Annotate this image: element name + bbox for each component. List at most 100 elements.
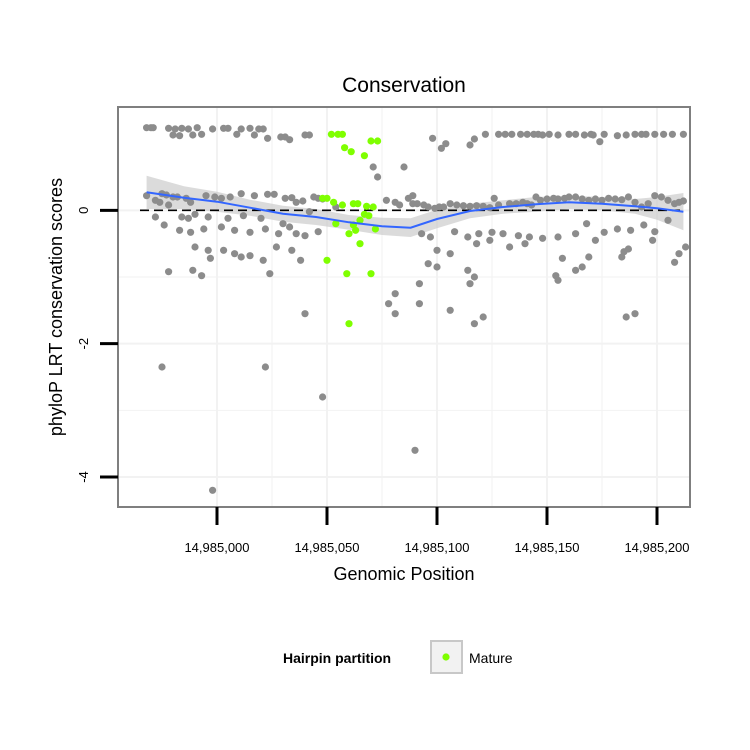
gray-point-155	[231, 226, 239, 234]
gray-point-229	[554, 276, 562, 284]
gray-point-62	[382, 196, 390, 204]
gray-point-50	[613, 132, 622, 140]
gray-point-54	[642, 130, 650, 138]
gray-point-79	[237, 190, 245, 198]
gray-point-16	[237, 125, 245, 133]
gray-point-208	[206, 254, 214, 262]
mature-point-2	[338, 130, 346, 138]
gray-point-157	[261, 225, 269, 233]
gray-point-125	[618, 196, 626, 204]
gray-point-159	[292, 230, 300, 238]
gray-point-83	[281, 194, 289, 202]
gray-point-17	[246, 124, 254, 132]
gray-point-41	[545, 130, 553, 138]
gray-point-132	[664, 196, 672, 204]
gray-point-137	[165, 201, 173, 209]
gray-point-141	[204, 213, 212, 221]
gray-point-191	[433, 246, 441, 254]
gray-point-146	[286, 223, 294, 231]
gray-point-15	[233, 130, 241, 138]
x-tick-label-0: 14,985,000	[184, 540, 249, 555]
gray-point-139	[184, 214, 192, 222]
gray-point-173	[572, 230, 580, 238]
gray-point-233	[261, 363, 269, 371]
gray-point-201	[649, 236, 657, 244]
confidence-band	[146, 175, 684, 237]
gray-point-5	[171, 125, 179, 133]
gray-point-151	[176, 226, 184, 234]
gray-point-42	[554, 131, 562, 139]
mature-point-20	[332, 220, 340, 228]
gray-point-140	[191, 210, 199, 218]
gray-point-161	[314, 228, 322, 236]
gray-point-165	[464, 233, 472, 241]
gray-point-117	[565, 193, 573, 201]
gray-point-217	[585, 253, 593, 261]
gray-point-76	[211, 193, 219, 201]
gray-point-26	[305, 131, 313, 139]
gray-point-160	[301, 232, 309, 240]
gray-point-28	[437, 144, 445, 152]
gray-point-207	[198, 272, 206, 280]
gray-point-119	[578, 195, 586, 203]
gray-point-138	[178, 213, 186, 221]
mature-point-21	[345, 230, 353, 238]
gray-point-180	[664, 216, 672, 224]
gray-point-56	[660, 130, 668, 138]
gray-point-235	[411, 446, 419, 454]
gray-point-129	[644, 200, 652, 208]
x-tick-label-2: 14,985,100	[404, 540, 469, 555]
gray-point-185	[237, 253, 245, 261]
plot-panel	[117, 106, 691, 508]
mature-point-28	[345, 320, 353, 328]
gray-point-228	[301, 310, 309, 318]
mature-point-24	[356, 240, 364, 248]
mature-point-15	[369, 203, 377, 211]
chart-title: Conservation	[342, 74, 466, 97]
gray-point-149	[151, 213, 159, 221]
gray-point-126	[624, 193, 633, 201]
gray-point-96	[440, 203, 448, 211]
mature-point-3	[341, 144, 349, 152]
gray-point-171	[539, 234, 547, 242]
gray-point-177	[627, 226, 635, 234]
x-tick-label-1: 14,985,050	[294, 540, 359, 555]
legend-label-mature: Mature	[469, 650, 513, 666]
y-axis-title: phyloP LRT conservation scores	[46, 178, 66, 436]
gray-point-219	[391, 290, 399, 298]
gray-point-74	[187, 198, 195, 206]
gray-point-131	[657, 193, 666, 201]
gray-point-158	[275, 230, 283, 238]
gray-point-91	[413, 200, 421, 208]
y-axis: 0 -2 -4	[76, 207, 118, 483]
gray-point-118	[572, 193, 580, 201]
gray-point-98	[453, 201, 461, 209]
gray-point-204	[682, 243, 690, 251]
gray-point-156	[246, 228, 254, 236]
gray-point-234	[319, 393, 327, 401]
gray-point-44	[572, 130, 580, 138]
gray-point-10	[193, 124, 201, 132]
gray-point-169	[514, 232, 523, 240]
gray-point-84	[288, 194, 296, 202]
gray-point-210	[424, 260, 432, 268]
legend-title: Hairpin partition	[283, 650, 391, 666]
gray-point-57	[668, 130, 677, 138]
gray-point-130	[651, 192, 659, 200]
gray-point-80	[250, 192, 258, 200]
gray-point-2	[149, 124, 157, 132]
gray-point-104	[490, 194, 498, 202]
gray-point-32	[481, 130, 489, 138]
gray-point-211	[433, 263, 441, 271]
gray-point-167	[488, 228, 496, 236]
gray-point-162	[418, 230, 426, 238]
gray-point-197	[558, 254, 567, 262]
gray-point-123	[605, 194, 613, 202]
gray-point-209	[266, 270, 274, 278]
mature-point-26	[343, 270, 351, 278]
gray-point-175	[600, 228, 608, 236]
gray-point-61	[400, 163, 408, 171]
gray-point-21	[264, 134, 272, 142]
gray-point-195	[506, 243, 514, 251]
gray-point-99	[459, 202, 467, 210]
